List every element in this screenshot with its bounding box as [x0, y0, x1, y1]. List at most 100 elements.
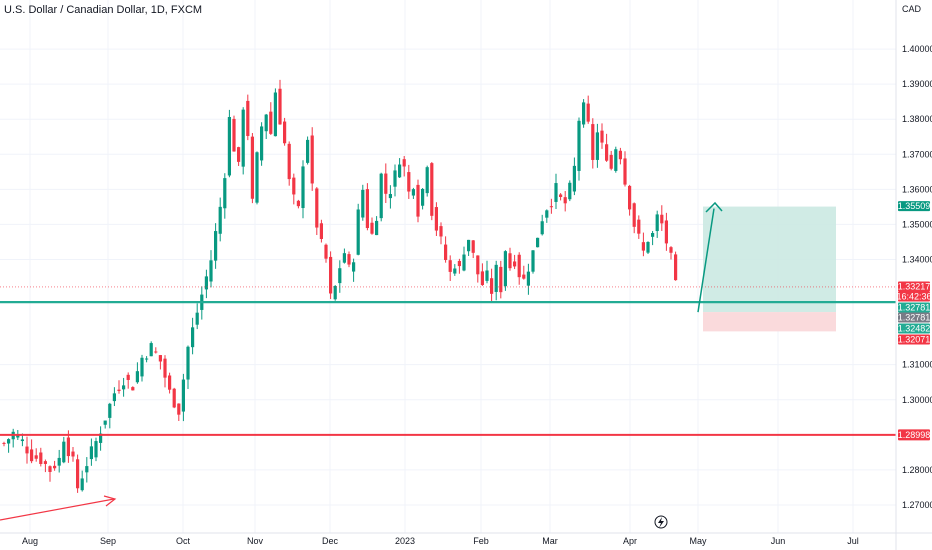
candle-body [333, 285, 337, 300]
candle-body [370, 222, 374, 234]
time-tick-label: Jun [771, 536, 786, 546]
candle-body [448, 260, 452, 272]
candle-body [177, 403, 181, 415]
price-tick-label: 1.27000 [902, 500, 932, 510]
candle-body [379, 173, 383, 219]
candle-body [319, 223, 323, 239]
candle-body [522, 274, 526, 279]
candle-body [117, 389, 121, 391]
candle-body [637, 219, 641, 234]
candle-body [287, 143, 291, 180]
stop-zone [703, 312, 836, 332]
time-tick-label: Mar [542, 536, 558, 546]
candle-body [301, 166, 305, 209]
candle-body [356, 209, 360, 255]
candle-body [600, 130, 604, 143]
target-zone [703, 206, 836, 313]
candle-body [457, 260, 461, 267]
candle-body [444, 244, 448, 260]
candle-body [232, 118, 236, 152]
candle-body [43, 461, 47, 464]
candle-body [347, 254, 351, 265]
candle-body [103, 420, 107, 425]
level-tag-label: 1.28998 [898, 430, 931, 440]
candle-body [66, 437, 70, 457]
price-tick-label: 1.38000 [902, 114, 932, 124]
time-axis[interactable]: Aug Sep Oct Nov Dec 2023 Feb Mar Apr May Jun Jul [0, 532, 932, 546]
candle-body [20, 439, 24, 442]
candle-body [669, 247, 673, 253]
candle-body [375, 220, 379, 236]
candle-body [434, 207, 438, 231]
candle-body [306, 139, 310, 163]
time-tick-label: Feb [473, 536, 489, 546]
candle-body [255, 152, 259, 203]
price-tick-label: 1.28000 [902, 465, 932, 475]
price-tick-label: 1.30000 [902, 395, 932, 405]
candle-body [545, 210, 549, 218]
candle-body [158, 355, 162, 362]
candle-body [582, 102, 586, 125]
candle-body [641, 242, 645, 251]
candle-body [526, 271, 530, 286]
candle-body [108, 403, 112, 418]
candle-body [154, 351, 158, 353]
candle-body [296, 200, 300, 207]
candle-body [53, 465, 57, 469]
price-tag-label: 1.32781 [898, 312, 931, 322]
price-tag-bg [898, 334, 930, 345]
price-tick-label: 1.39000 [902, 79, 932, 89]
lightning-icon[interactable] [658, 517, 664, 528]
price-tag-bg [898, 323, 930, 334]
candle-body [476, 255, 480, 275]
candle-body [499, 266, 503, 293]
price-axis[interactable]: CAD 1.40000 1.39000 1.38000 1.37000 1.36000 1.… [895, 0, 932, 550]
candle-body [577, 120, 581, 171]
candle-body [30, 449, 34, 462]
lightning-icon-ring[interactable] [654, 515, 668, 529]
candle-body [352, 262, 356, 272]
candle-body [407, 172, 411, 192]
price-tick-label: 1.31000 [902, 360, 932, 370]
candle-body [324, 244, 328, 259]
candle-body [329, 256, 333, 294]
time-tick-label: Jul [847, 536, 859, 546]
candle-body [586, 103, 590, 122]
candle-body [338, 268, 342, 284]
candle-body [536, 237, 540, 248]
candle-body [131, 387, 135, 391]
time-tick-label: Nov [247, 536, 264, 546]
candle-body [646, 241, 650, 253]
price-tick-label: 1.36000 [902, 184, 932, 194]
candle-body [94, 441, 98, 458]
candle-body [388, 194, 392, 199]
candle-body [34, 455, 38, 459]
candle-body [260, 126, 264, 161]
price-tag-label: 16:42:36 [896, 291, 931, 301]
candle-body [62, 441, 66, 463]
price-tags: 1.355091.3321716:42:361.327811.327811.32… [896, 201, 932, 441]
price-tag-label: 1.35509 [898, 201, 931, 211]
candle-body [16, 435, 20, 438]
price-tick-label: 1.35000 [902, 219, 932, 229]
candle-body [605, 144, 609, 161]
trend-arrow-line [0, 498, 115, 521]
candle-body [250, 136, 254, 199]
candle-body [503, 251, 507, 287]
candle-body [264, 114, 268, 132]
price-tag-bg [898, 312, 930, 323]
price-tag-label: 1.33217 [898, 281, 931, 291]
candle-body [191, 327, 195, 348]
candle-body [135, 371, 139, 383]
candle-body [292, 177, 296, 195]
candle-body [517, 254, 521, 278]
candle-body [485, 270, 489, 281]
position-zones [703, 206, 836, 332]
candle-body [572, 165, 576, 192]
price-tag-bg [898, 291, 930, 302]
price-tag-label: 1.32071 [898, 334, 931, 344]
candle-body [209, 260, 213, 282]
price-tick-label: 1.34000 [902, 254, 932, 264]
forecast-arrow-head [705, 201, 723, 213]
